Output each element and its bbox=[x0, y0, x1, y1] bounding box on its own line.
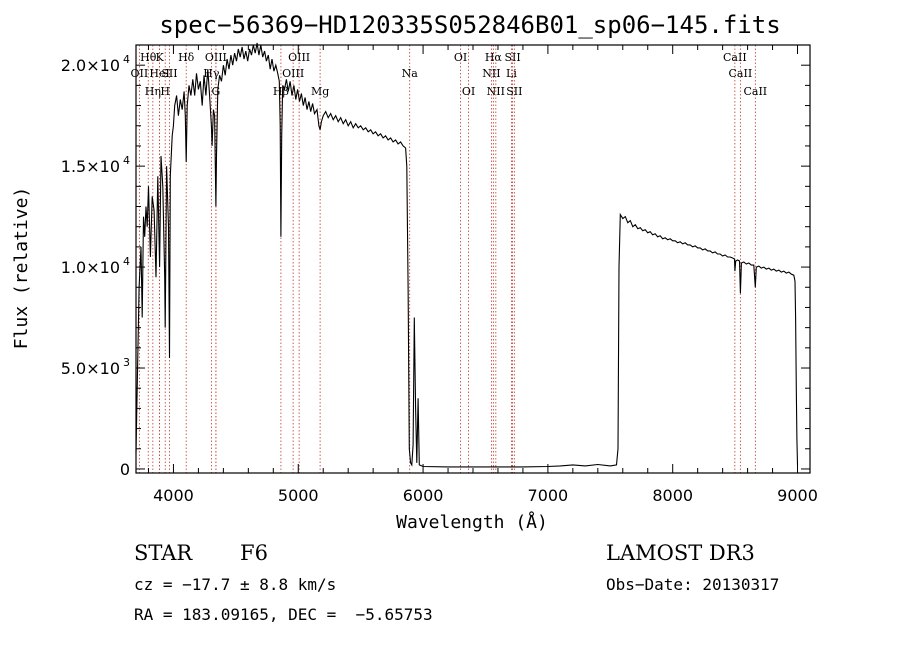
y-axis-label: Flux (relative) bbox=[11, 187, 32, 350]
line-label-19: NII bbox=[482, 67, 500, 80]
line-label-22: Li bbox=[506, 67, 517, 80]
y-tick-exponent-4: 4 bbox=[123, 53, 130, 66]
x-axis-ticks: 4000 5000 6000 7000 8000 9000 bbox=[147, 45, 818, 505]
x-tick-label-4: 8000 bbox=[652, 486, 693, 505]
object-class: STAR bbox=[134, 541, 193, 565]
line-label-23: SII bbox=[506, 85, 522, 98]
line-label-26: CaII bbox=[743, 85, 767, 98]
line-label-25: CaII bbox=[729, 67, 753, 80]
line-label-21: SII bbox=[504, 51, 520, 64]
y-tick-label-2: 1.0×10 bbox=[61, 258, 120, 277]
line-label-11: Hβ bbox=[273, 85, 289, 98]
x-tick-label-2: 6000 bbox=[403, 486, 444, 505]
line-label-4: HeI bbox=[149, 67, 169, 80]
line-label-5: H bbox=[160, 85, 170, 98]
x-tick-label-5: 9000 bbox=[777, 486, 818, 505]
line-label-24: CaII bbox=[723, 51, 747, 64]
y-tick-exponent-2: 4 bbox=[123, 255, 130, 268]
line-label-15: Na bbox=[402, 67, 419, 80]
line-label-9: Hγ bbox=[203, 67, 220, 80]
line-label-14: Mg bbox=[311, 85, 329, 98]
line-label-10: G bbox=[211, 85, 220, 98]
plot-frame bbox=[135, 44, 811, 474]
line-label-6: SII bbox=[161, 67, 177, 80]
line-label-7: Hδ bbox=[178, 51, 195, 64]
line-label-17: OI bbox=[462, 85, 475, 98]
flux-series-line bbox=[135, 42, 799, 468]
y-tick-label-0: 0 bbox=[120, 460, 130, 479]
y-tick-label-4: 2.0×10 bbox=[61, 56, 120, 75]
line-label-20: NII bbox=[487, 85, 505, 98]
x-tick-label-1: 5000 bbox=[278, 486, 319, 505]
survey-name: LAMOST DR3 bbox=[606, 541, 755, 565]
x-tick-label-0: 4000 bbox=[153, 486, 194, 505]
y-tick-label-3: 1.5×10 bbox=[61, 157, 120, 176]
line-label-1: OII bbox=[131, 67, 149, 80]
chart-title: spec−56369−HD120335S052846B01_sp06−145.f… bbox=[159, 11, 780, 39]
line-label-8: OIII bbox=[205, 51, 227, 64]
line-label-3: K bbox=[155, 51, 164, 64]
x-axis-label: Wavelength (Å) bbox=[396, 511, 548, 533]
x-tick-label-3: 7000 bbox=[528, 486, 569, 505]
line-label-18: Hα bbox=[485, 51, 503, 64]
sky-coordinates: RA = 183.09165, DEC = −5.65753 bbox=[134, 605, 433, 624]
y-axis-ticks: 05.0×10 31.0×10 41.5×10 42.0×10 4 bbox=[61, 44, 810, 479]
line-label-0: Hθ bbox=[140, 51, 157, 64]
y-tick-exponent-1: 3 bbox=[123, 356, 130, 369]
line-label-12: OIII bbox=[288, 51, 310, 64]
line-label-13: OIII bbox=[282, 67, 304, 80]
spectral-line-markers bbox=[138, 45, 756, 473]
observation-date: Obs−Date: 20130317 bbox=[606, 575, 779, 594]
redshift-cz: cz = −17.7 ± 8.8 km/s bbox=[134, 575, 336, 594]
line-label-16: OI bbox=[454, 51, 467, 64]
line-label-2: Hη bbox=[145, 85, 161, 98]
y-tick-exponent-3: 4 bbox=[123, 154, 130, 167]
object-subclass: F6 bbox=[240, 541, 268, 565]
y-tick-label-1: 5.0×10 bbox=[61, 359, 120, 378]
